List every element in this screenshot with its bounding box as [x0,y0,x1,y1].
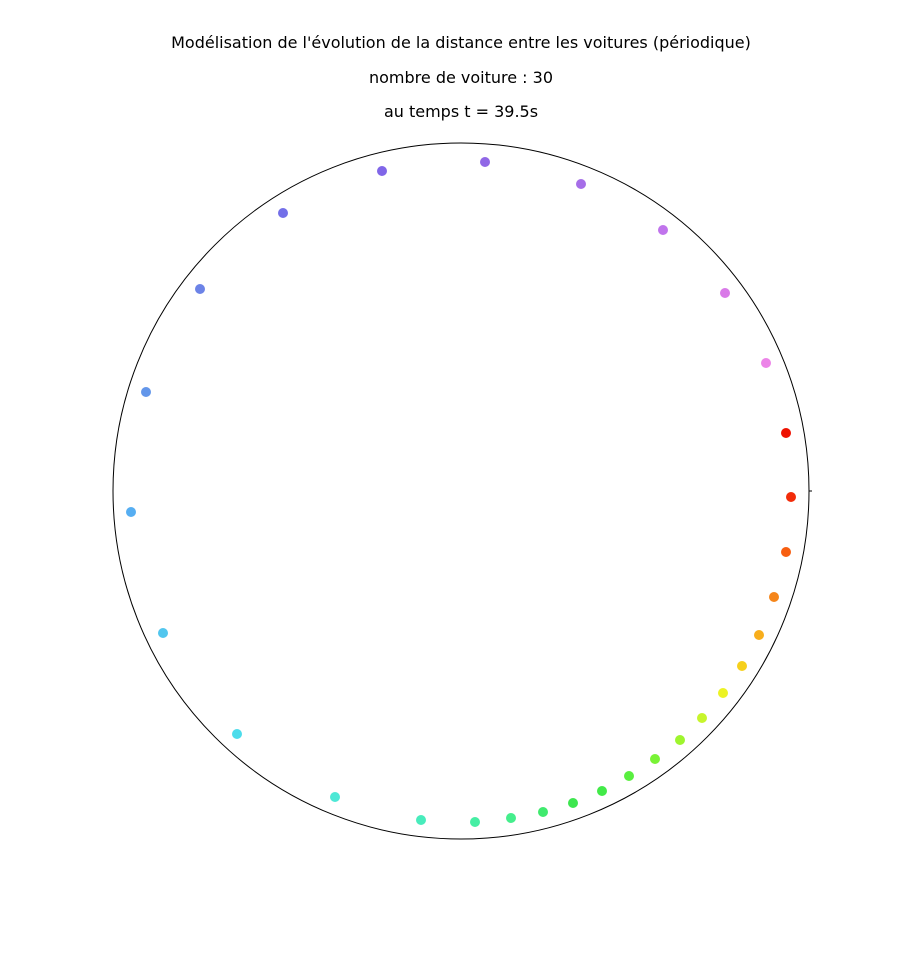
car-count-label: nombre de voiture : 30 [369,68,553,87]
car-point-15 [506,813,516,823]
car-point-11 [624,771,634,781]
car-point-21 [126,507,136,517]
car-points [126,157,796,827]
chart-title: Modélisation de l'évolution de la distan… [171,33,751,52]
car-point-7 [718,688,728,698]
car-point-20 [158,628,168,638]
car-point-3 [781,547,791,557]
car-point-19 [232,729,242,739]
car-point-5 [754,630,764,640]
car-point-9 [675,735,685,745]
car-point-16 [470,817,480,827]
car-point-29 [720,288,730,298]
car-point-6 [737,661,747,671]
car-point-14 [538,807,548,817]
car-point-24 [278,208,288,218]
car-point-27 [576,179,586,189]
car-point-17 [416,815,426,825]
car-point-10 [650,754,660,764]
circular-track [112,142,810,840]
car-point-2 [786,492,796,502]
car-point-23 [195,284,205,294]
car-point-12 [597,786,607,796]
car-point-28 [658,225,668,235]
car-point-22 [141,387,151,397]
car-point-13 [568,798,578,808]
car-point-18 [330,792,340,802]
car-point-8 [697,713,707,723]
car-point-1 [781,428,791,438]
car-point-30 [761,358,771,368]
car-point-25 [377,166,387,176]
time-label: au temps t = 39.5s [384,102,538,121]
car-point-4 [769,592,779,602]
car-point-26 [480,157,490,167]
